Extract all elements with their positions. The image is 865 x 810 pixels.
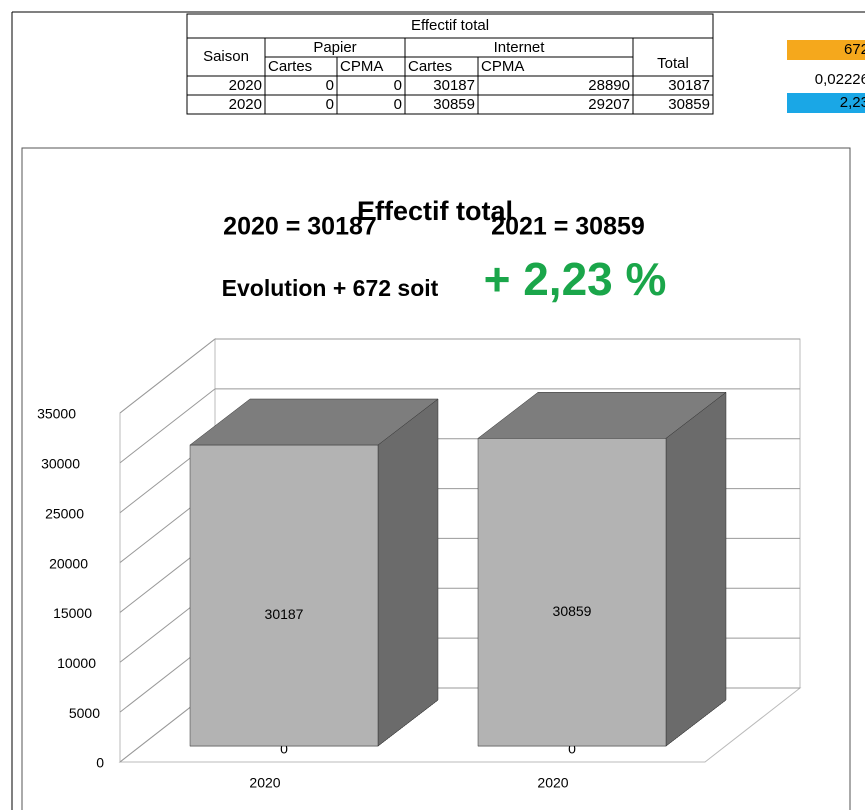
bar-side (377, 398, 439, 747)
table-subheader: Cartes (268, 58, 312, 75)
table-subheader: Cartes (408, 58, 452, 75)
table-cell: 2020 (229, 77, 262, 94)
table-header: Internet (494, 39, 546, 56)
y-tick-label: 30000 (41, 456, 80, 472)
table-cell: 30187 (433, 77, 475, 94)
table-cell: 29207 (588, 96, 630, 113)
bar-side (665, 391, 727, 747)
table-cell: 0 (394, 77, 402, 94)
annotation: + 2,23 % (484, 253, 667, 305)
table-cell: 2020 (229, 96, 262, 113)
sheet-cell: 2,23 (840, 94, 865, 111)
annotation: 2021 = 30859 (491, 213, 645, 241)
table-cell: 0 (394, 96, 402, 113)
bar (189, 444, 379, 747)
table-header: Saison (203, 48, 249, 65)
table-cell: 30859 (433, 96, 475, 113)
y-tick-label: 5000 (69, 705, 100, 721)
bar (477, 438, 667, 747)
data-label: 0 (280, 741, 288, 757)
table-cell: 0 (326, 77, 334, 94)
table-grid (186, 13, 714, 115)
table-title: Effectif total (411, 17, 489, 34)
x-tick-label: 2020 (537, 775, 568, 791)
y-tick-label: 0 (96, 755, 104, 771)
sheet-cell: 672 (844, 41, 865, 58)
bar-top (189, 398, 439, 446)
annotation: 2020 = 30187 (223, 213, 377, 241)
table-cell: 0 (326, 96, 334, 113)
y-tick-label: 10000 (57, 655, 96, 671)
y-tick-label: 15000 (53, 605, 92, 621)
annotation: Evolution + 672 soit (222, 275, 439, 301)
chart-title: Effectif total (357, 196, 513, 226)
cell-highlight (787, 40, 865, 60)
cell-highlight (787, 93, 865, 113)
table-header: Papier (313, 39, 356, 56)
data-label: 30187 (265, 606, 304, 622)
x-tick-label: 2020 (249, 775, 280, 791)
table-subheader: CPMA (340, 58, 383, 75)
sheet-cell: 0,02226 (815, 71, 865, 88)
grid-line (119, 388, 216, 464)
data-label: 30859 (553, 603, 592, 619)
table-subheader: CPMA (481, 58, 524, 75)
table-cell: 28890 (588, 77, 630, 94)
table-cell: 30859 (668, 96, 710, 113)
grid-line (119, 338, 216, 414)
data-label: 0 (568, 741, 576, 757)
y-tick-label: 20000 (49, 555, 88, 571)
bar-top (477, 392, 727, 439)
y-tick-label: 35000 (37, 406, 76, 422)
table-cell: 30187 (668, 77, 710, 94)
table-header: Total (657, 55, 689, 72)
y-tick-label: 25000 (45, 505, 84, 521)
